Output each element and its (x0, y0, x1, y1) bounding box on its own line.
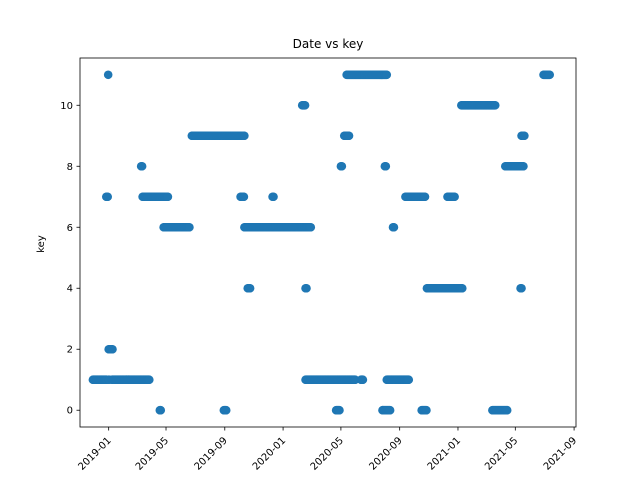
data-point (450, 192, 459, 202)
y-tick-label: 6 (67, 223, 73, 234)
data-point (385, 405, 395, 415)
data-points (88, 70, 555, 415)
data-point (185, 222, 194, 232)
data-point (381, 161, 391, 171)
plot-frame (79, 57, 577, 428)
data-point (103, 192, 113, 202)
data-point (300, 100, 310, 110)
data-point (240, 131, 249, 141)
data-point (519, 161, 528, 171)
chart-title: Date vs key (293, 37, 364, 51)
y-tick-label: 10 (60, 101, 73, 112)
y-tick-label: 4 (67, 284, 73, 295)
data-point (344, 131, 354, 141)
data-point (221, 405, 231, 415)
data-point (163, 192, 173, 202)
data-point (389, 222, 399, 232)
data-point (245, 283, 255, 293)
data-point (490, 100, 500, 110)
data-point (502, 405, 512, 415)
y-tick-label: 0 (67, 406, 73, 417)
data-point (269, 192, 278, 202)
data-point (520, 131, 529, 141)
y-axis-label: key (36, 235, 47, 253)
data-point (335, 405, 344, 415)
data-point (108, 344, 117, 354)
data-point (337, 161, 347, 171)
data-point (545, 70, 555, 80)
data-point (239, 192, 249, 202)
data-point (137, 161, 147, 171)
y-tick-label: 8 (67, 162, 73, 173)
data-point (422, 405, 431, 415)
data-point (420, 192, 430, 202)
data-point (156, 405, 166, 415)
data-point (382, 70, 392, 80)
data-point (103, 70, 113, 80)
y-axis-ticks: 0 2 4 6 8 10 (60, 101, 80, 417)
data-point (358, 375, 368, 385)
data-point (302, 283, 311, 293)
data-point (457, 283, 467, 293)
data-point (306, 222, 316, 232)
data-point (404, 375, 414, 385)
data-point (144, 375, 154, 385)
data-point (517, 283, 526, 293)
y-tick-label: 2 (67, 345, 73, 356)
